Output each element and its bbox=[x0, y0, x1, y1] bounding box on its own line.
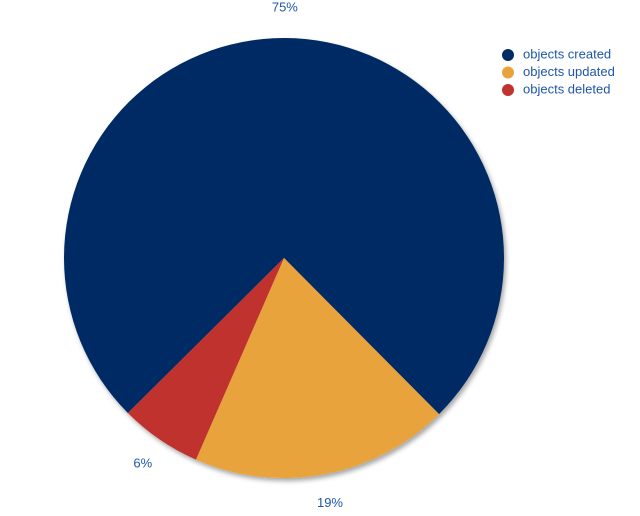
pie-slice bbox=[195, 258, 440, 478]
legend-marker bbox=[502, 84, 514, 96]
value-label: 75% bbox=[272, 0, 298, 14]
legend-marker bbox=[502, 49, 514, 61]
pie-slice bbox=[64, 37, 505, 415]
value-label: 6% bbox=[133, 456, 152, 471]
legend-label: objects updated bbox=[523, 64, 615, 79]
pie-slice bbox=[127, 258, 284, 460]
legend-label: objects created bbox=[523, 46, 611, 61]
legend-label: objects deleted bbox=[523, 81, 610, 96]
value-label: 19% bbox=[317, 495, 343, 510]
pie bbox=[64, 37, 505, 478]
legend-marker bbox=[502, 66, 514, 79]
